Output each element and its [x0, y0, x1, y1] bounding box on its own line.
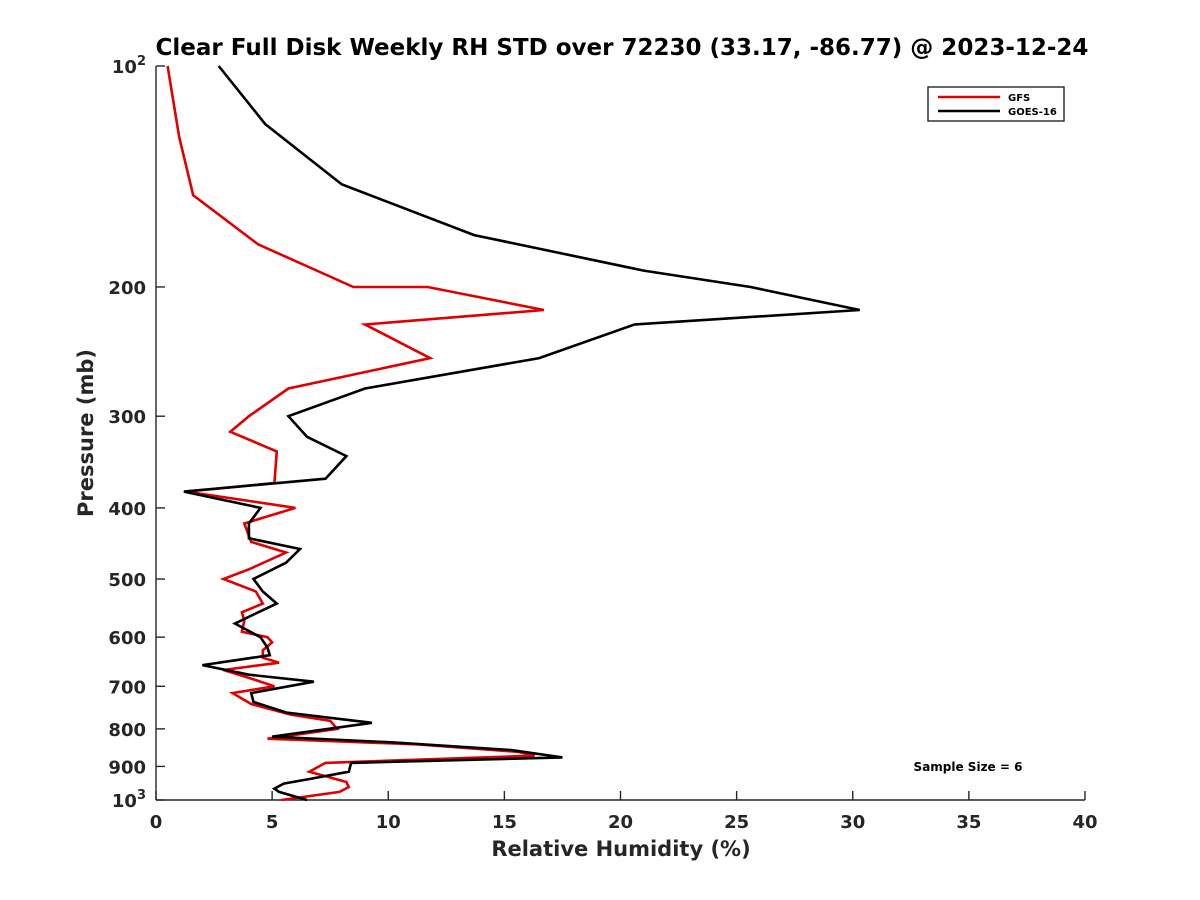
- legend-label: GOES-16: [1008, 107, 1057, 118]
- series-lines: [166, 65, 860, 802]
- x-axis-ticks: 0 5 10 15 20 25 30 35 40: [150, 791, 1098, 833]
- y-tick-label: 200: [108, 278, 146, 299]
- series-line-gfs: [166, 65, 545, 802]
- x-tick-label: 25: [724, 812, 749, 833]
- y-tick-label: 102: [112, 54, 146, 78]
- x-tick-label: 35: [956, 812, 981, 833]
- x-tick-label: 10: [376, 812, 401, 833]
- x-tick-label: 0: [150, 812, 163, 833]
- x-axis-label: Relative Humidity (%): [491, 837, 750, 861]
- legend: GFS GOES-16: [927, 86, 1065, 122]
- y-tick-label: 103: [112, 788, 146, 812]
- y-tick-label: 400: [108, 499, 146, 520]
- x-tick-label: 20: [608, 812, 633, 833]
- legend-box: [927, 86, 1065, 122]
- legend-label: GFS: [1008, 93, 1030, 104]
- x-tick-label: 40: [1072, 812, 1097, 833]
- x-tick-label: 30: [840, 812, 865, 833]
- sample-size-annotation: Sample Size = 6: [914, 760, 1023, 774]
- y-axis-label: Pressure (mb): [74, 349, 98, 517]
- y-tick-label: 600: [108, 628, 146, 649]
- y-tick-label: 500: [108, 570, 146, 591]
- x-tick-label: 5: [266, 812, 279, 833]
- y-tick-label: 900: [108, 757, 146, 778]
- series-line-goes-16: [183, 65, 860, 802]
- x-tick-label: 15: [492, 812, 517, 833]
- plot-axes: [155, 66, 1085, 801]
- y-axis-ticks: 102 200 300 400 500 600 700 800 900 103: [108, 54, 165, 812]
- chart-title: Clear Full Disk Weekly RH STD over 72230…: [156, 35, 1089, 61]
- y-tick-label: 700: [108, 677, 146, 698]
- y-tick-label: 300: [108, 407, 146, 428]
- y-tick-label: 800: [108, 720, 146, 741]
